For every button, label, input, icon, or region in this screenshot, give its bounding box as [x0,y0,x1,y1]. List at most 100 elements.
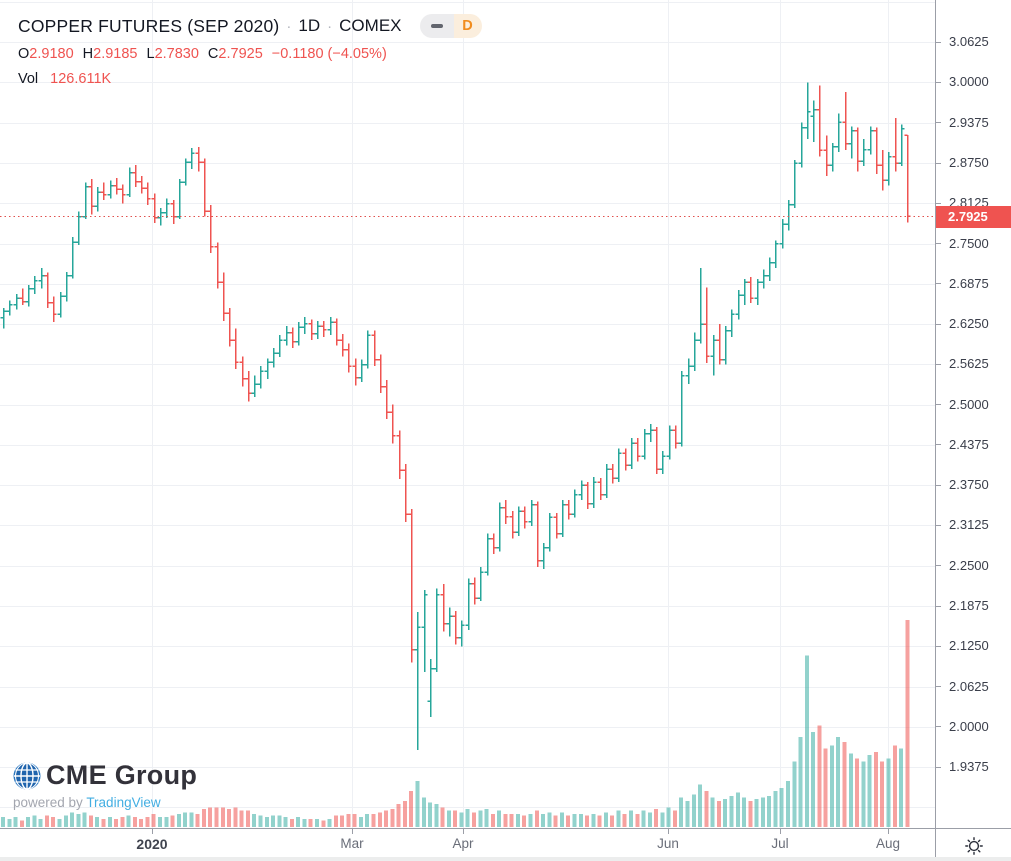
volume-bar [622,813,627,827]
timeframe-badge[interactable]: D [453,14,482,38]
volume-bar [233,807,238,827]
ohlc-bar [779,219,786,249]
volume-bar [679,797,684,827]
price-tick-label: 2.2500 [949,557,989,573]
volume-bar [13,817,18,827]
volume-bar [735,792,740,827]
ohlc-bar [509,511,516,539]
volume-bar [641,810,646,827]
volume-bar [371,813,376,827]
legend-collapse-button[interactable] [419,14,454,38]
ohlc-bar [571,489,578,518]
ohlc-bar [816,85,823,157]
ohlc-bar [553,512,560,539]
cme-brand-text: CME Group [46,760,198,790]
time-axis[interactable]: 2020 Mar Apr Jun Jul Aug [0,828,935,861]
open-value: 2.9180 [29,46,74,62]
price-axis-tick [936,444,941,446]
volume-bar [340,815,345,827]
ohlc-bar [471,577,478,605]
time-axis-tick [152,829,153,834]
ohlc-bar [565,500,572,520]
ohlc-bar [458,620,465,647]
time-tick-label: Jun [657,836,679,851]
volume-bar [51,817,56,827]
volume-bar [591,813,596,827]
ohlc-bar [69,237,76,279]
ohlc-bar [578,480,585,500]
price-axis-tick [936,766,941,768]
ohlc-bar [138,175,145,194]
ohlc-bar [377,354,384,394]
ohlc-bar [609,463,616,484]
ohlc-bar [703,287,710,363]
ohlc-bar [484,533,491,576]
volume-bar [685,800,690,827]
volume-bar [528,813,533,827]
time-axis-tick [888,829,889,834]
price-axis-tick [936,162,941,164]
volume-bar [892,745,897,827]
axis-settings-corner[interactable] [935,828,1011,861]
sun-icon[interactable] [965,836,983,855]
symbol-title[interactable]: COPPER FUTURES (SEP 2020) [18,15,280,36]
volume-bar [139,818,144,827]
volume-bar [823,748,828,827]
volume-bar [70,812,75,827]
ohlc-bar [13,293,20,310]
cme-watermark: CME Group powered by TradingView [13,760,197,810]
ohlc-bar [521,506,528,529]
volume-bar [164,817,169,827]
ohlc-bar [672,425,679,449]
volume-bar [886,758,891,827]
volume-bar [421,797,426,827]
price-tick-label: 3.0625 [949,34,989,50]
volume-bar [26,817,31,827]
ohlc-bar [25,284,32,307]
volume-bar [346,813,351,827]
ohlc-bar [314,320,321,339]
ohlc-bar [38,268,45,289]
volume-bar [503,813,508,827]
ohlc-bar [515,506,522,537]
price-tick-label: 2.7500 [949,235,989,251]
volume-bar [654,809,659,827]
ohlc-bar [396,430,403,479]
price-tick-label: 2.4375 [949,436,989,452]
ohlc-bar [823,135,830,176]
volume-bar [45,815,49,827]
price-chart-canvas[interactable] [0,0,935,828]
time-tick-label: Aug [875,836,901,851]
ohlc-bar [760,269,767,289]
ohlc-bar [647,424,654,442]
volume-bar [321,820,326,827]
price-tick-label: 2.5000 [949,396,989,412]
volume-bar [57,818,62,827]
volume-bar [208,807,213,827]
ohlc-bar [207,204,214,254]
volume-bar [95,817,100,827]
ohlc-bar [226,308,233,347]
volume-bar [446,810,451,827]
tradingview-link[interactable]: TradingView [86,795,161,810]
ohlc-bar [239,356,246,387]
ohlc-bar [345,343,352,373]
volume-bar [170,815,175,827]
ohlc-bar [502,500,509,524]
price-axis-tick [936,243,941,245]
time-axis-tick [780,829,781,834]
volume-bar [453,810,458,827]
price-axis[interactable]: 2.7925 3.0625 3.0000 2.9375 2.8750 2.8125 2.7… [935,0,1011,828]
ohlc-bar [295,322,302,346]
volume-bar [271,815,275,827]
volume-bar [566,815,571,827]
interval-label[interactable]: 1D [298,16,321,35]
volume-bar [352,813,357,827]
volume-bar [867,755,872,827]
ohlc-bar [735,290,742,320]
ohlc-bar [371,330,378,366]
ohlc-bar [772,240,779,269]
volume-bar [239,810,244,827]
volume-bar [440,807,445,827]
volume-bar [905,620,910,827]
